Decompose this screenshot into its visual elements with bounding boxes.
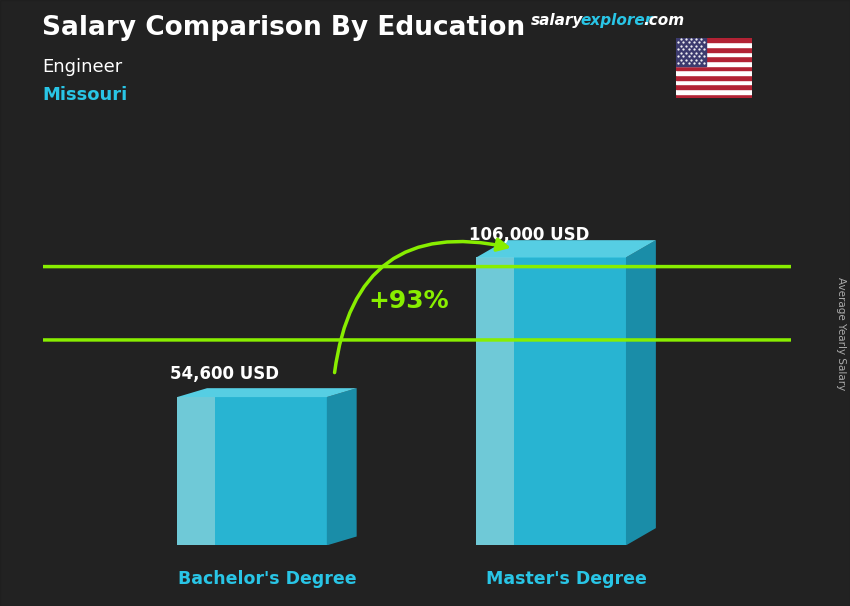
Polygon shape	[177, 397, 214, 545]
Text: Average Yearly Salary: Average Yearly Salary	[836, 277, 846, 390]
Text: Engineer: Engineer	[42, 58, 122, 76]
Bar	[676, 84, 752, 89]
Bar	[676, 65, 752, 70]
Bar	[676, 89, 752, 93]
Polygon shape	[177, 388, 357, 397]
Text: Master's Degree: Master's Degree	[485, 570, 647, 588]
Bar	[676, 52, 752, 56]
Bar	[676, 75, 752, 79]
Bar	[676, 38, 706, 65]
Bar	[676, 93, 752, 98]
Bar	[676, 42, 752, 47]
Polygon shape	[326, 388, 357, 545]
Text: Missouri: Missouri	[42, 86, 128, 104]
Polygon shape	[513, 258, 626, 545]
Text: salary: salary	[531, 13, 584, 28]
Text: .com: .com	[643, 13, 684, 28]
Text: 106,000 USD: 106,000 USD	[469, 226, 589, 244]
Polygon shape	[476, 258, 513, 545]
Polygon shape	[626, 240, 656, 545]
Bar	[676, 61, 752, 65]
Text: +93%: +93%	[369, 288, 450, 313]
Polygon shape	[214, 397, 326, 545]
Bar	[676, 38, 752, 42]
Bar	[676, 47, 752, 52]
Polygon shape	[476, 240, 656, 258]
Text: explorer: explorer	[581, 13, 653, 28]
Bar	[676, 56, 752, 61]
Text: Bachelor's Degree: Bachelor's Degree	[178, 570, 356, 588]
Text: Salary Comparison By Education: Salary Comparison By Education	[42, 15, 525, 41]
Bar	[676, 70, 752, 75]
Bar	[676, 79, 752, 84]
Text: 54,600 USD: 54,600 USD	[170, 365, 279, 384]
